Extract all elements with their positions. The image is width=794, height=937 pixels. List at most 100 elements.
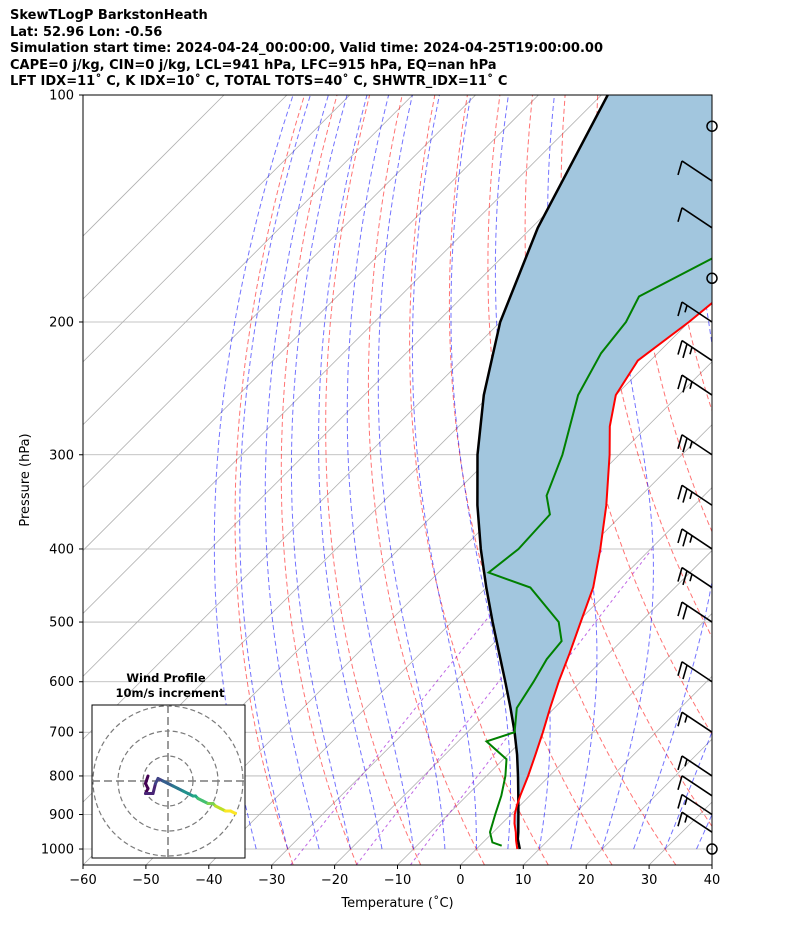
barb-staff [681,775,713,797]
hodograph-segment [229,809,237,815]
barb-flag [682,488,688,503]
barb-staff [681,755,713,777]
wind-barb [677,793,713,816]
moist-adiabat [728,95,794,849]
barb-staff [681,207,713,229]
isotherm-gridline [83,95,413,426]
chart-header: SkewTLogP BarkstonHeath Lat: 52.96 Lon: … [10,8,790,91]
x-tick-label: −30 [258,873,285,888]
moist-adiabat [759,95,794,849]
dry-adiabat [325,95,422,865]
wind-barb [706,120,718,132]
isotherm-gridline [271,424,712,865]
wind-barb [677,434,713,456]
location-line: Lat: 52.96 Lon: -0.56 [10,24,163,40]
time-line: Simulation start time: 2024-04-24_00:00:… [10,41,603,56]
y-tick-label: 300 [49,448,74,463]
barb-flag [682,343,688,359]
moist-adiabat [633,95,712,850]
inset-title: Wind Profile [126,671,206,685]
cape-line: CAPE=0 j/kg, CIN=0 j/kg, LCL=941 hPa, LF… [10,57,497,73]
calm-circle [706,120,718,132]
barb-half-flag [684,715,688,723]
isotherm-gridline [83,95,539,552]
moist-adiabat [346,95,414,850]
barb-flag [682,605,688,620]
y-tick-label: 800 [49,769,74,784]
isotherm-gridline [460,612,712,865]
x-tick-label: 30 [641,873,658,888]
y-tick-label: 200 [49,315,74,330]
wind-barb [677,775,713,797]
moist-adiabat [290,95,352,850]
y-tick-label: 700 [49,726,74,741]
x-tick-label: −50 [132,873,159,888]
x-tick-label: 20 [578,873,595,888]
dry-adiabat [662,95,712,413]
index-line: LFT IDX=11˚ C, K IDX=10˚ C, TOTAL TOTS=4… [10,74,508,89]
barb-staff [681,566,713,589]
isotherm-gridline [334,487,712,865]
barb-staff [681,793,713,816]
mixing-ratio-line [409,548,653,865]
moist-adiabat [377,95,446,850]
wind-barb [677,601,713,623]
barb-flag [677,775,683,791]
x-tick-label: −40 [195,873,222,888]
barb-flag [677,601,683,617]
barb-flag [682,378,688,393]
barb-staff [681,339,713,362]
moist-adiabat [411,95,477,849]
calm-circle [706,272,718,285]
wind-barb [677,207,713,229]
barb-flag [677,160,683,176]
parcel-profile-line [476,95,609,850]
barb-flag [682,664,688,680]
barb-flag [677,301,683,317]
isotherm-gridline [83,95,665,677]
barb-half-flag [684,815,688,823]
barb-staff [681,434,713,456]
wind-barb [677,566,713,589]
wind-barb [677,374,713,396]
barb-half-flag [689,347,693,355]
isotherm-gridline [83,95,476,489]
barb-flag [677,755,683,771]
wind-barb [677,711,713,733]
wind-barb [677,160,713,182]
cin-shading [477,95,712,849]
y-tick-label: 600 [49,675,74,690]
dry-adiabat [234,95,305,865]
barb-flag [677,794,683,809]
barb-flag [677,485,683,500]
y-axis-label: Pressure (hPa) [18,433,33,526]
barb-staff [681,528,713,550]
plot-area [83,95,794,865]
barb-staff [681,811,713,833]
barb-half-flag [684,305,688,313]
wind-barb [677,755,713,777]
y-tick-label: 900 [49,808,74,823]
barb-half-flag [689,381,693,389]
barb-flag [677,374,683,390]
barb-staff [681,711,713,733]
wind-barb [677,484,713,506]
moist-adiabat [450,95,511,850]
barb-flag [677,340,683,355]
inset-subtitle: 10m/s increment [116,686,225,700]
barb-flag [677,812,683,827]
wind-barb [677,301,713,323]
isotherm-gridline [83,95,225,237]
barb-flag [677,661,683,676]
dry-adiabat [728,95,794,865]
wind-barb [677,339,713,362]
moist-adiabat [318,95,383,850]
barb-flag [677,207,683,222]
barb-flag [682,570,688,586]
y-tick-label: 1000 [41,843,74,858]
moist-adiabat [239,95,311,850]
x-tick-label: −20 [321,873,348,888]
x-tick-label: −10 [384,873,411,888]
barb-flag [677,434,683,449]
barb-half-flag [689,491,693,500]
